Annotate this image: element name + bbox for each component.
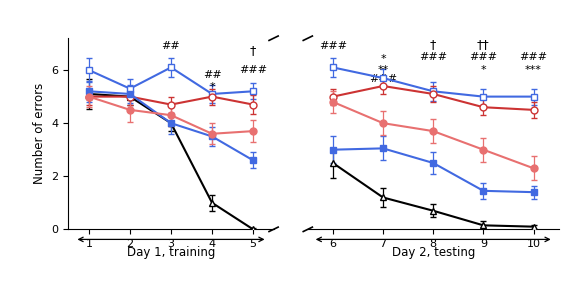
Text: *: * (380, 54, 386, 64)
Text: ††: †† (477, 38, 490, 51)
Text: ###: ### (419, 51, 447, 61)
Text: Day 1, training: Day 1, training (127, 246, 215, 259)
Text: ###: ### (369, 74, 397, 84)
Text: ***: *** (525, 65, 542, 75)
Text: ##: ## (203, 70, 221, 80)
Text: ##: ## (162, 41, 180, 51)
Text: †: † (430, 38, 437, 51)
Text: *: * (481, 65, 486, 75)
Text: ###: ### (469, 51, 498, 61)
Text: †: † (250, 44, 256, 57)
Text: ###: ### (519, 51, 548, 61)
Text: *: * (209, 82, 215, 92)
Text: Day 2, testing: Day 2, testing (392, 246, 475, 259)
Text: **: ** (377, 65, 389, 75)
Y-axis label: Number of errors: Number of errors (33, 83, 46, 184)
Text: ###: ### (319, 41, 347, 51)
Text: ###: ### (239, 65, 267, 75)
